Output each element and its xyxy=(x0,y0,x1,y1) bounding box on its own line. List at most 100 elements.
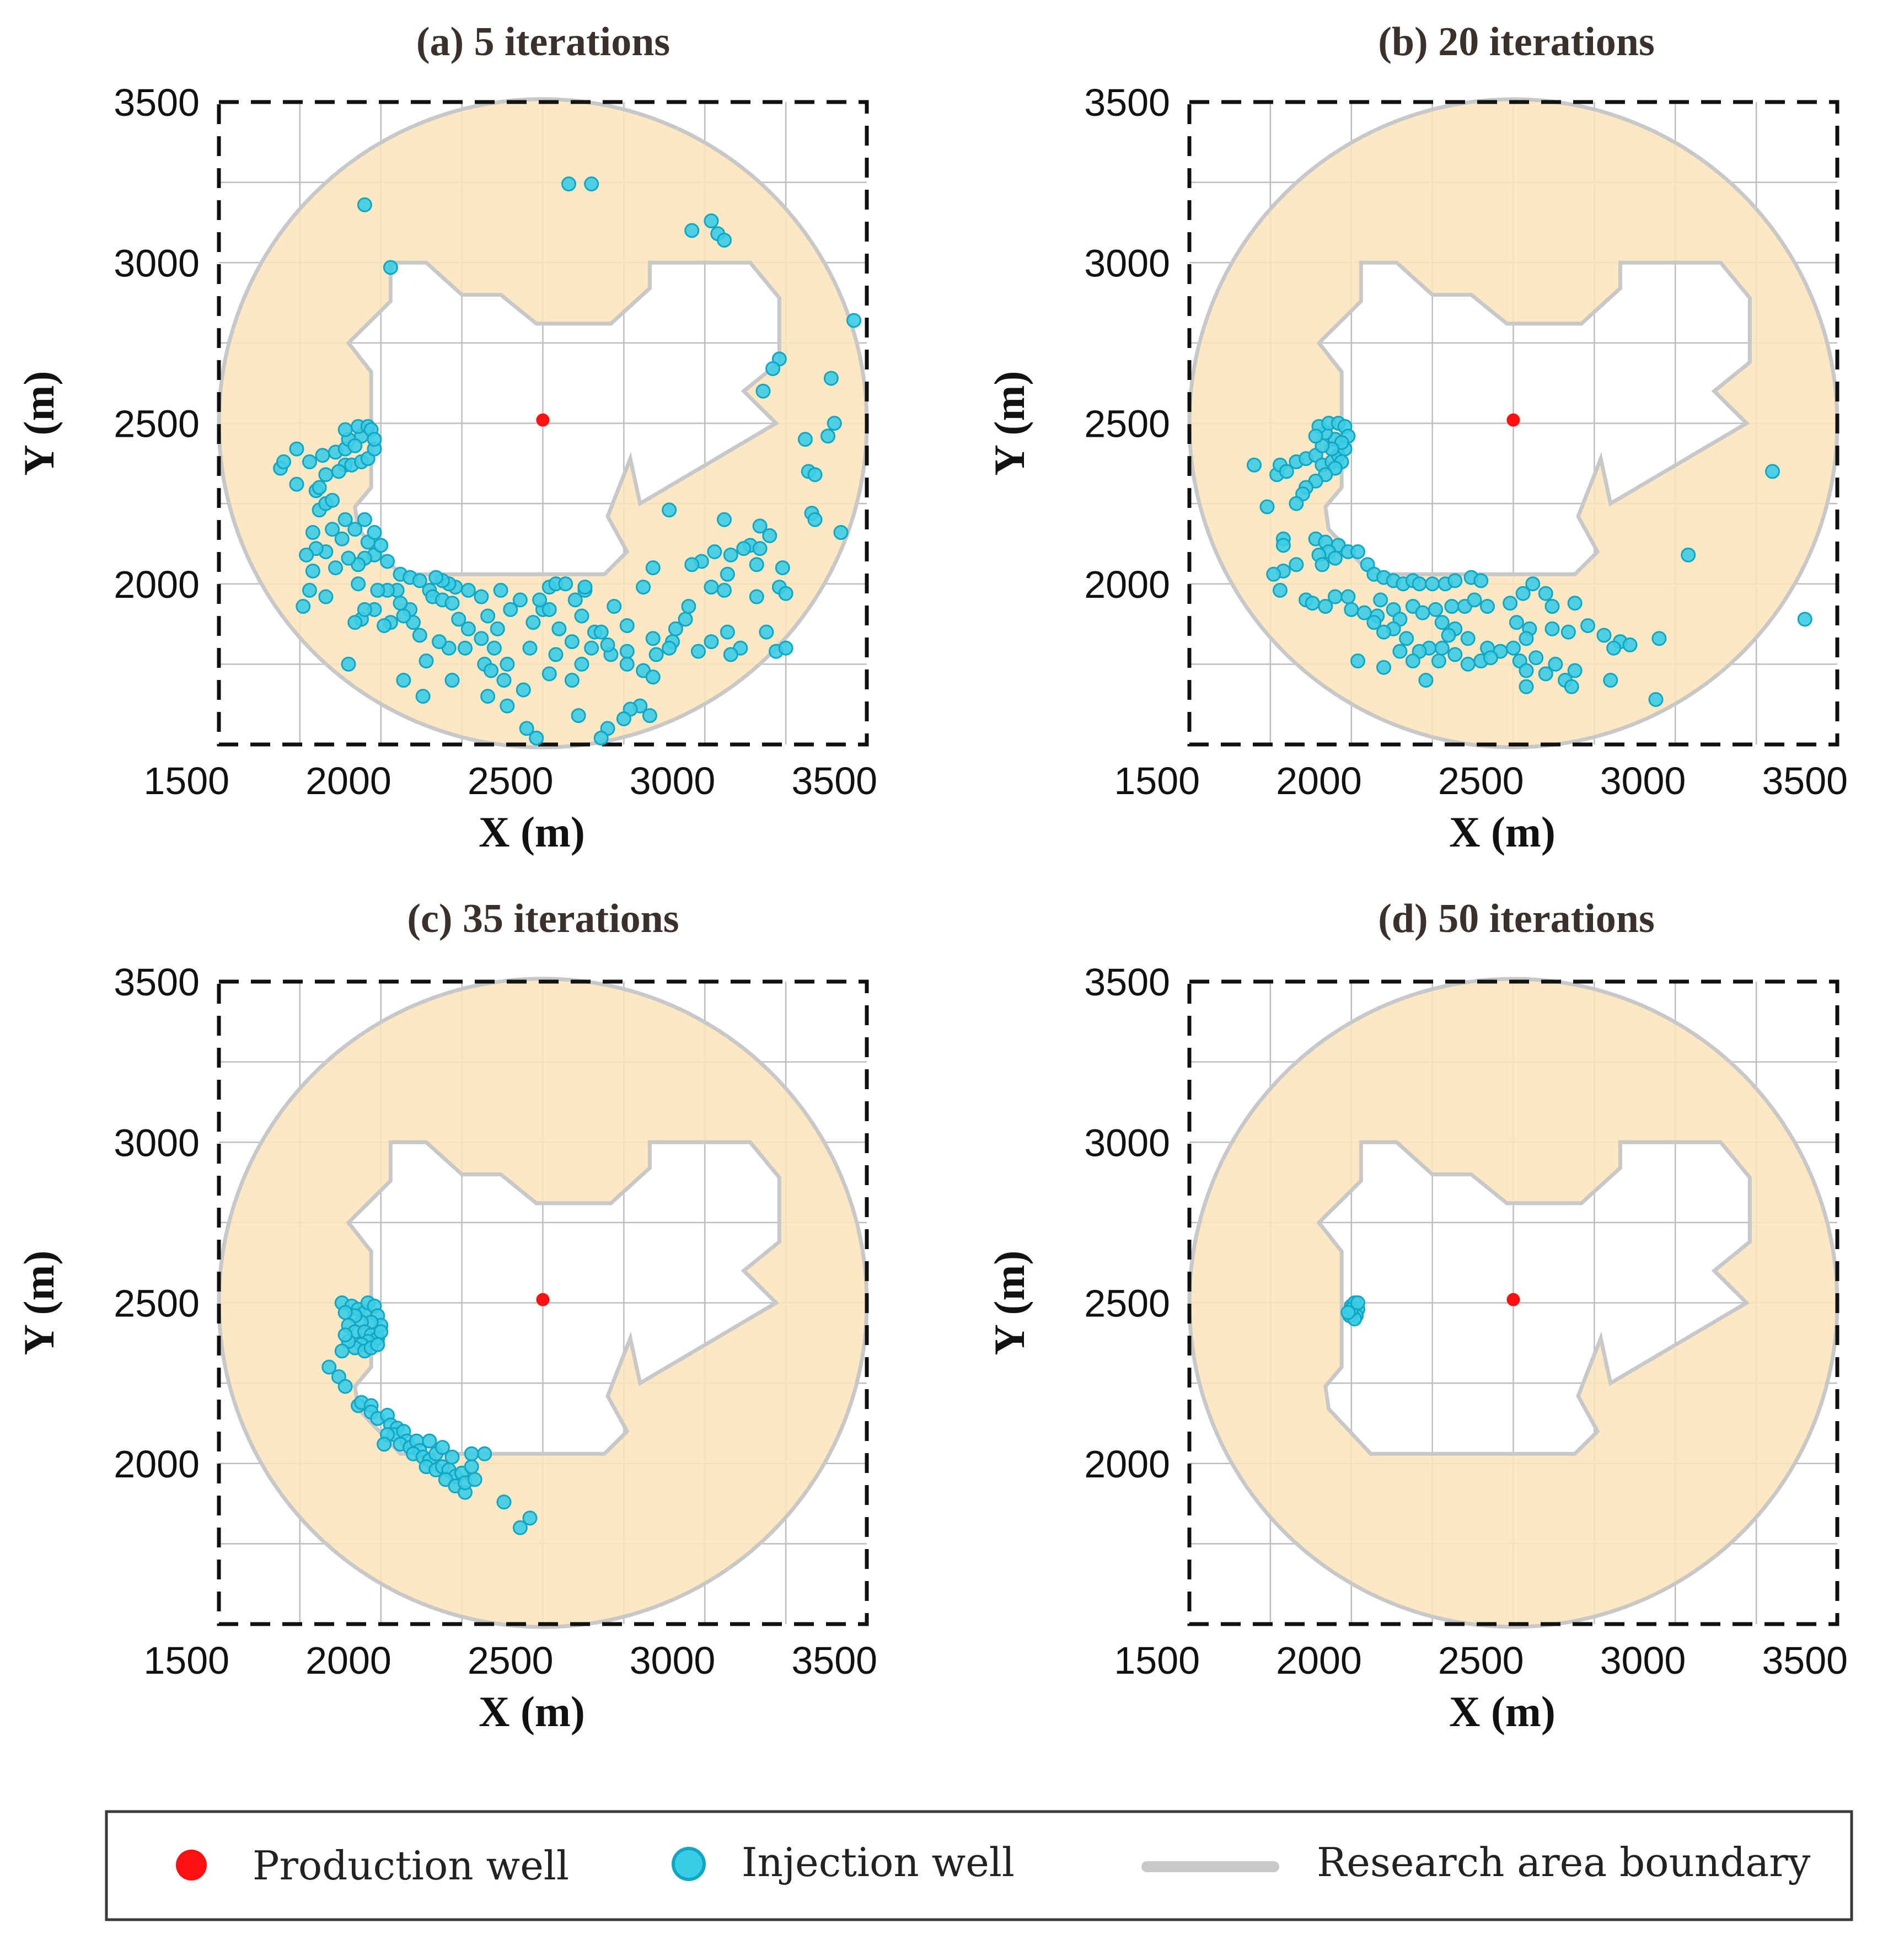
injection-well-point xyxy=(337,1379,353,1394)
injection-well-point xyxy=(574,656,589,672)
injection-well-point xyxy=(1350,1295,1365,1310)
injection-well-point xyxy=(1308,428,1323,444)
injection-well-point xyxy=(720,624,735,640)
injection-well-point xyxy=(600,637,615,652)
injection-well-point xyxy=(516,682,531,698)
panel-b: (b) 20 iterations 1500 2000 2500 3000 3500 200… xyxy=(985,19,1848,856)
injection-well-point xyxy=(762,528,777,543)
injection-well-point xyxy=(584,176,599,192)
injection-well-point xyxy=(1275,538,1291,553)
panel-c: (c) 35 iterations 1500 2000 2500 3000 3500 200… xyxy=(15,896,877,1735)
injection-well-point xyxy=(1350,653,1365,669)
legend-production-marker xyxy=(176,1850,207,1881)
injection-well-point xyxy=(1467,592,1482,608)
injection-well-point xyxy=(484,663,498,678)
y-tick-label: 2000 xyxy=(114,563,200,606)
injection-well-point xyxy=(1564,679,1579,694)
injection-well-point xyxy=(577,580,593,595)
injection-well-point xyxy=(723,547,738,562)
injection-well-point xyxy=(1418,673,1434,688)
injection-well-point xyxy=(645,560,661,576)
injection-well-point xyxy=(759,624,774,640)
injection-well-point xyxy=(1444,599,1460,614)
injection-well-point xyxy=(444,596,460,611)
injection-well-point xyxy=(619,656,635,672)
injection-well-point xyxy=(373,538,389,553)
injection-well-point xyxy=(412,628,427,643)
injection-well-point xyxy=(1434,640,1450,656)
injection-well-point xyxy=(493,582,508,598)
injection-well-point xyxy=(367,432,382,447)
injection-well-point xyxy=(500,698,515,714)
x-axis-label: X (m) xyxy=(1449,808,1556,856)
injection-well-point xyxy=(541,666,557,682)
y-tick-label: 3000 xyxy=(114,242,200,285)
injection-well-point xyxy=(522,640,538,656)
injection-well-point xyxy=(490,621,505,636)
axes-frame xyxy=(1187,979,1839,1626)
injection-well-point xyxy=(778,640,793,656)
injection-well-point xyxy=(460,582,476,598)
production-well-point xyxy=(536,1293,550,1306)
injection-well-point xyxy=(1344,602,1359,617)
legend-box xyxy=(105,1810,1853,1921)
injection-well-point xyxy=(412,573,427,588)
y-tick-label: 2000 xyxy=(1084,563,1170,606)
injection-well-point xyxy=(486,640,502,656)
injection-well-point xyxy=(827,416,842,431)
injection-well-point xyxy=(551,621,567,636)
injection-well-point xyxy=(480,608,496,624)
injection-well-point xyxy=(1503,596,1518,611)
legend: Production well Injection well Research … xyxy=(105,1810,1853,1921)
injection-well-point xyxy=(289,476,304,492)
injection-well-point xyxy=(337,1327,353,1343)
injection-well-point xyxy=(584,640,599,656)
injection-well-point xyxy=(370,582,385,598)
injection-well-point xyxy=(377,1437,392,1452)
injection-well-point xyxy=(337,1305,353,1320)
injection-well-point xyxy=(299,547,314,562)
production-well-point xyxy=(1506,413,1520,427)
y-tick-label: 3000 xyxy=(1084,242,1170,285)
injection-well-point xyxy=(574,608,589,624)
injection-well-point xyxy=(1289,496,1304,511)
y-axis-label: Y (m) xyxy=(15,371,63,476)
injection-well-point xyxy=(1515,586,1531,601)
injection-well-point xyxy=(567,592,583,608)
injection-well-point xyxy=(377,618,392,633)
legend-injection-marker xyxy=(672,1847,706,1881)
injection-well-point xyxy=(619,644,635,659)
injection-well-point xyxy=(593,730,609,746)
injection-well-point xyxy=(347,438,363,453)
y-tick-label: 2500 xyxy=(1084,1282,1170,1325)
injection-well-point xyxy=(541,602,557,617)
x-tick-label: 2500 xyxy=(468,759,554,802)
x-tick-label: 2500 xyxy=(1438,1639,1524,1682)
injection-well-point xyxy=(383,260,398,275)
y-tick-label: 3000 xyxy=(114,1121,200,1164)
injection-well-point xyxy=(1797,612,1812,627)
y-tick-label: 3500 xyxy=(114,961,200,1004)
x-tick-label: 1500 xyxy=(1114,1639,1200,1682)
y-tick-label: 3000 xyxy=(1084,1121,1170,1164)
x-tick-label: 3500 xyxy=(1762,1639,1848,1682)
injection-well-point xyxy=(370,1337,385,1352)
injection-well-point xyxy=(1373,592,1388,608)
axes-frame xyxy=(217,100,869,747)
injection-well-point xyxy=(525,615,541,630)
injection-well-point xyxy=(451,612,466,627)
injection-well-point xyxy=(351,576,366,592)
injection-well-point xyxy=(367,525,382,540)
injection-well-point xyxy=(1648,692,1664,707)
x-tick-label: 2000 xyxy=(1276,1639,1362,1682)
injection-well-point xyxy=(807,512,823,527)
injection-well-point xyxy=(393,596,408,611)
injection-well-point xyxy=(1681,547,1696,562)
injection-well-point xyxy=(1519,663,1534,678)
injection-well-point xyxy=(503,602,518,617)
injection-well-point xyxy=(1509,615,1524,630)
injection-wells xyxy=(1247,416,1812,707)
panel-a: (a) 5 iterations 1500 2000 2500 3000 3500 2000… xyxy=(15,19,877,856)
y-tick-label: 2500 xyxy=(114,1282,200,1325)
injection-well-point xyxy=(1366,615,1382,630)
